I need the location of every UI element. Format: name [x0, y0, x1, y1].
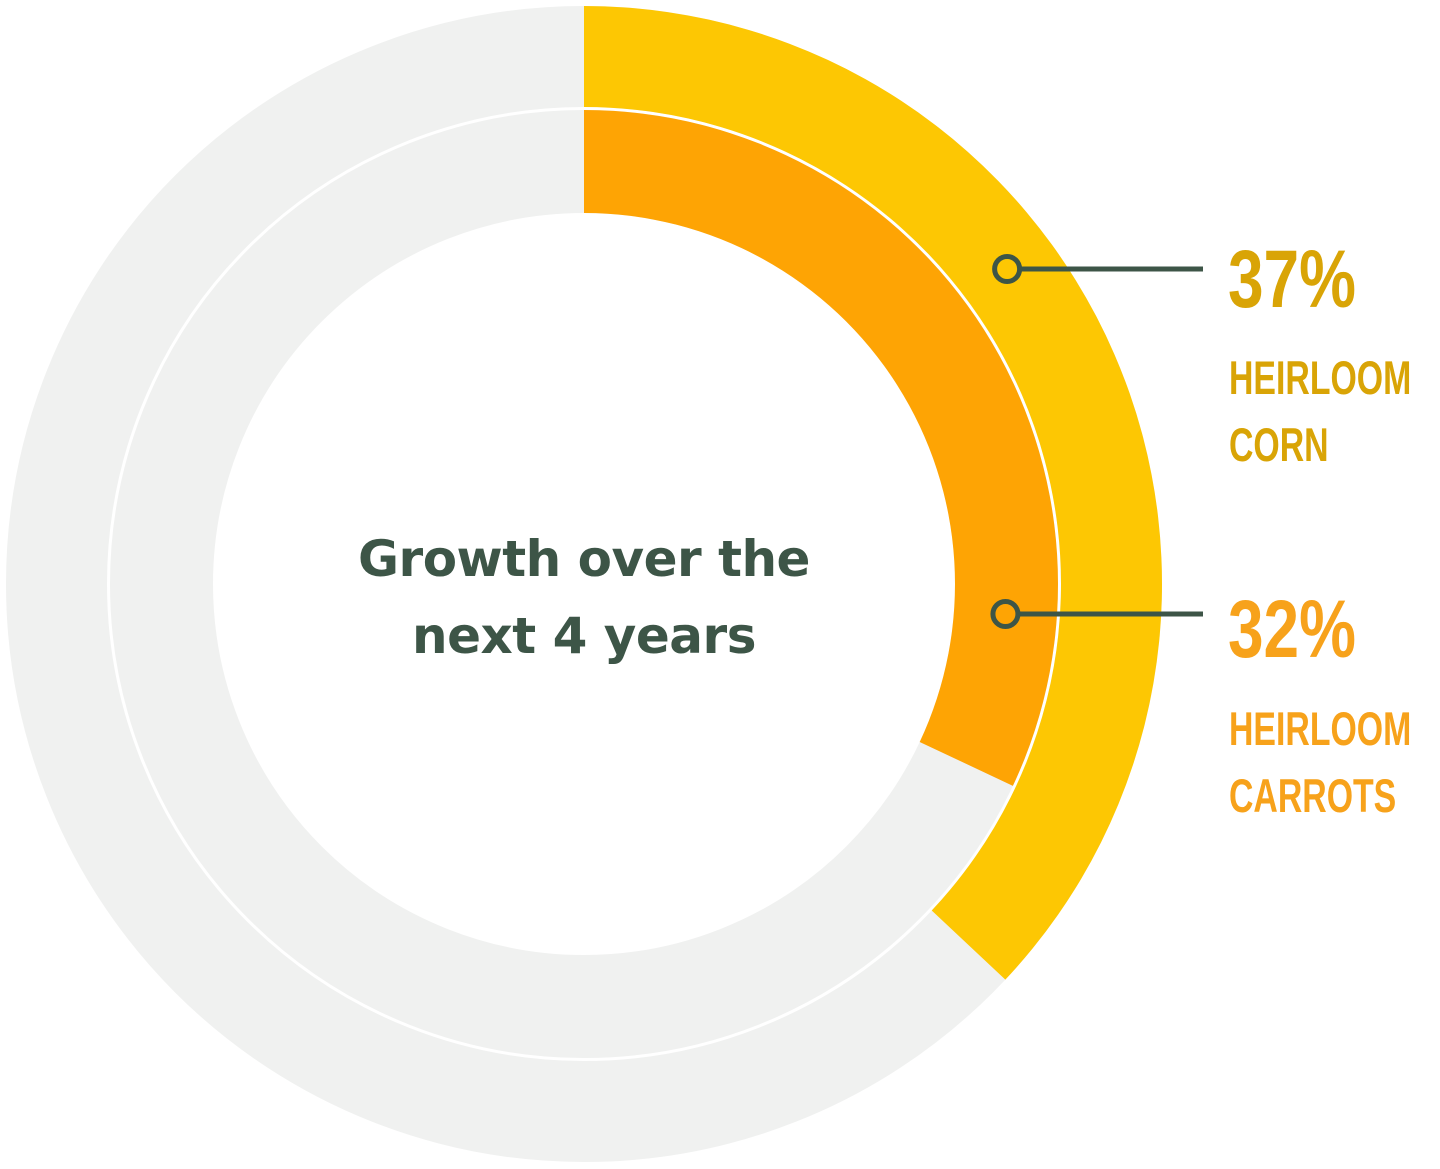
- heirloom-carrots-arc: [584, 110, 1058, 786]
- corn-category-label-line-2: CORN: [1229, 419, 1329, 472]
- corn-category-label-line-1: HEIRLOOM: [1229, 352, 1411, 405]
- leader-lines: [990, 254, 1203, 629]
- donut-rings: [6, 6, 1163, 1162]
- center-title-line-2: next 4 years: [412, 607, 756, 665]
- heirloom-corn-marker-dot: [992, 254, 1023, 284]
- center-title-line-1: Growth over the: [358, 530, 810, 588]
- carrots-percent-label: 32%: [1228, 582, 1356, 675]
- heirloom-corn-arc: [584, 6, 1163, 980]
- carrots-category-label-line-1: HEIRLOOM: [1229, 703, 1411, 756]
- heirloom-carrots-marker-dot: [990, 599, 1021, 629]
- carrots-category-label-line-2: CARROTS: [1229, 770, 1396, 823]
- corn-percent-label: 37%: [1228, 232, 1356, 325]
